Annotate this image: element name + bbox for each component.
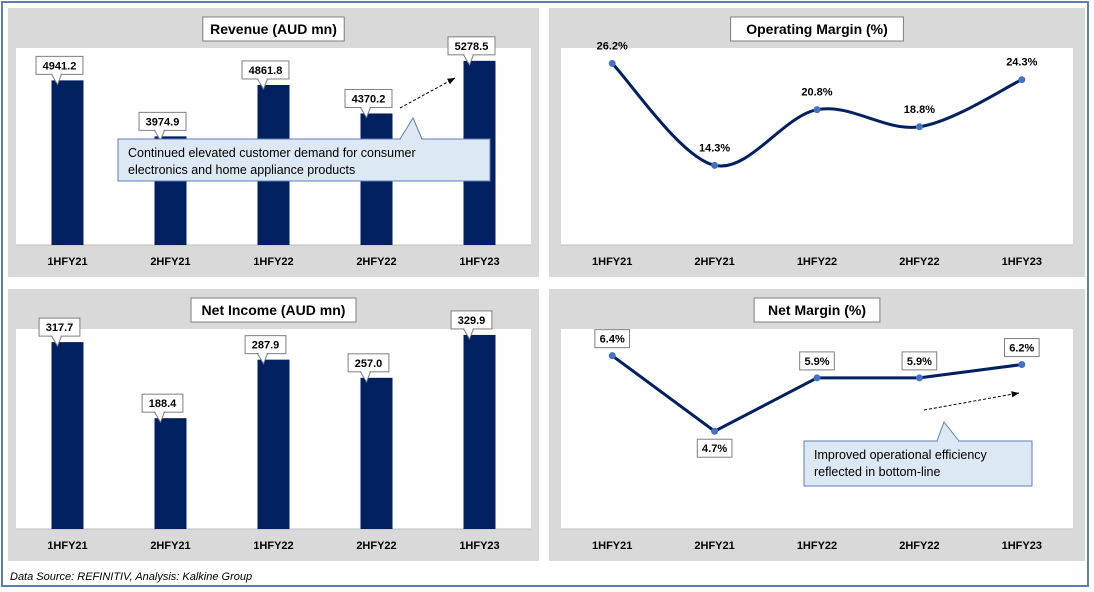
revenue-x-tick-3: 2HFY22 [356,256,396,268]
revenue-data-label-3: 4370.2 [352,93,386,105]
net-margin-chart-panel: Net Margin (%) 1HFY21 2HFY21 1HFY22 2HFY22 1H… [549,289,1085,561]
revenue-x-tick-1: 2HFY21 [150,256,190,268]
net-margin-chart: Net Margin (%) 1HFY21 2HFY21 1HFY22 2HFY22 1H… [561,297,1073,552]
net-margin-data-label-2: 5.9% [804,356,829,368]
revenue-data-label-0: 4941.2 [43,60,77,72]
net-margin-data-label-0-box [594,329,631,349]
revenue-trend-arrow-head [447,78,455,85]
operating-margin-chart-panel: Operating Margin (%) 1HFY21 2HFY21 1HFY22 2H… [549,8,1085,277]
net-income-x-tick-4: 1HFY23 [459,540,499,552]
net-margin-x-tick-0: 1HFY21 [592,540,632,552]
revenue-annotation-box [117,138,491,182]
operating-margin-data-label-4: 24.3% [1006,57,1037,69]
net-margin-point-3 [915,374,923,382]
net-margin-data-label-1: 4.7% [702,443,727,455]
net-income-chart-panel: Net Income (AUD mn) 317.7 1HFY21 188.4 2HFY2… [8,289,539,561]
revenue-annotation-pointer [399,116,423,140]
net-income-bar-2 [257,359,290,529]
net-income-data-label-3: 257.0 [355,358,383,370]
operating-margin-plot-area [561,48,1073,245]
revenue-chart-panel: Revenue (AUD mn) 4941.2 1HFY21 3974.9 2HFY21… [8,8,539,277]
net-margin-data-label-1-box [696,438,733,458]
operating-margin-data-label-2: 20.8% [801,87,832,99]
operating-margin-x-tick-3: 2HFY22 [899,256,939,268]
net-margin-point-0 [608,352,616,360]
net-income-title-box [190,297,357,323]
net-margin-annotation-box [803,440,1033,487]
operating-margin-x-tick-4: 1HFY23 [1002,256,1042,268]
revenue-bar-0 [51,80,84,245]
net-margin-x-tick-2: 1HFY22 [797,540,837,552]
net-income-bar-3 [360,377,393,529]
net-margin-annotation-pointer [936,420,960,442]
revenue-data-label-4: 5278.5 [455,41,489,53]
net-margin-data-label-2-box [799,351,835,371]
operating-margin-title: Operating Margin (%) [746,21,888,37]
operating-margin-x-tick-1: 2HFY21 [694,256,734,268]
revenue-x-tick-2: 1HFY22 [253,256,293,268]
revenue-chart: Revenue (AUD mn) 4941.2 1HFY21 3974.9 2HFY21… [16,16,531,268]
net-income-x-tick-2: 1HFY22 [253,540,293,552]
revenue-x-tick-4: 1HFY23 [459,256,499,268]
net-margin-data-label-3-box [901,351,938,371]
operating-margin-point-4 [1018,76,1026,84]
data-source-note: Data Source: REFINITIV, Analysis: Kalkin… [10,571,253,583]
net-income-x-tick-0: 1HFY21 [47,540,87,552]
operating-margin-point-0 [608,59,616,67]
net-margin-trend-arrow [923,392,1020,411]
operating-margin-x-tick-0: 1HFY21 [592,256,632,268]
operating-margin-data-label-0: 26.2% [597,40,628,52]
net-margin-x-tick-3: 2HFY22 [899,540,939,552]
operating-margin-chart: Operating Margin (%) 1HFY21 2HFY21 1HFY22 2H… [561,16,1073,268]
net-margin-data-label-4-box [1003,338,1040,358]
revenue-trend-arrow [399,77,456,109]
net-margin-data-label-0: 6.4% [600,334,625,346]
revenue-annotation: Continued elevated customer demand for c… [128,146,416,177]
net-margin-point-1 [711,427,719,435]
net-income-data-label-0: 317.7 [46,322,74,334]
operating-margin-x-tick-2: 1HFY22 [797,256,837,268]
revenue-data-label-1: 3974.9 [146,116,180,128]
net-income-x-tick-3: 2HFY22 [356,540,396,552]
operating-margin-data-label-1: 14.3% [699,142,730,154]
net-income-title: Net Income (AUD mn) [202,302,346,318]
net-margin-point-2 [813,374,821,382]
operating-margin-point-3 [915,123,923,131]
net-income-data-label-1: 188.4 [149,398,177,410]
net-income-bar-0 [51,342,84,529]
operating-margin-series-line [611,62,1023,168]
net-margin-trend-arrow-head [1011,391,1019,398]
revenue-data-label-2: 4861.8 [249,65,283,77]
net-margin-title: Net Margin (%) [768,302,866,318]
revenue-x-tick-0: 1HFY21 [47,256,87,268]
net-margin-annotation: Improved operational efficiency reflected… [814,448,988,479]
net-income-bar-4 [463,334,496,529]
revenue-title: Revenue (AUD mn) [210,21,337,37]
operating-margin-data-label-3: 18.8% [904,104,935,116]
operating-margin-title-box [730,16,904,42]
net-margin-x-tick-4: 1HFY23 [1002,540,1042,552]
net-income-chart: Net Income (AUD mn) 317.7 1HFY21 188.4 2HFY2… [16,297,531,552]
revenue-title-box [202,16,345,42]
net-margin-x-tick-1: 2HFY21 [694,540,734,552]
operating-margin-point-2 [813,106,821,114]
net-margin-data-label-3: 5.9% [907,356,932,368]
net-income-x-tick-1: 2HFY21 [150,540,190,552]
operating-margin-point-1 [711,161,719,169]
net-margin-data-label-4: 6.2% [1009,343,1034,355]
net-income-data-label-4: 329.9 [458,315,486,327]
net-margin-point-4 [1018,361,1026,369]
net-income-data-label-2: 287.9 [252,340,280,352]
net-income-bar-1 [154,418,187,529]
net-margin-title-box [753,297,881,323]
